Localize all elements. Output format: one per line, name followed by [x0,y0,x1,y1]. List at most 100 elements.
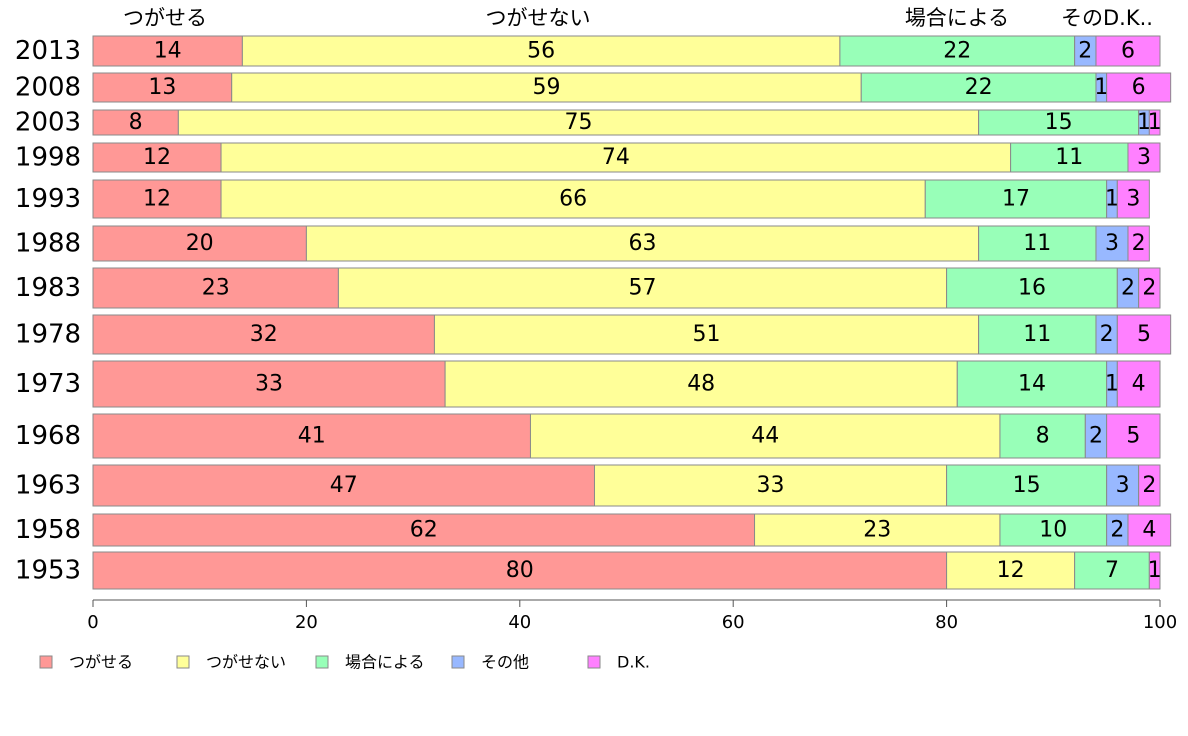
category-header-0: つがせる [123,6,207,30]
data-label: 62 [410,518,438,543]
data-label: 48 [687,372,715,397]
data-label: 3 [1105,231,1119,256]
data-label: 5 [1126,424,1140,449]
data-label: 8 [1036,424,1050,449]
bar-segment-series-1 [433,314,980,355]
year-label: 2003 [15,108,81,138]
legend-item-series-1: つがせない [176,653,286,672]
data-label: 16 [1018,276,1046,301]
legend-swatch [39,655,53,669]
x-tick-label: 40 [508,612,531,633]
bar-segment-series-0 [92,179,222,219]
data-label: 75 [564,110,592,135]
data-label: 15 [1013,473,1041,498]
bar-row-1998: 1998 12 74 11 3 [15,142,1161,173]
data-label: 4 [1132,372,1146,397]
bar-row-2003: 2003 8 75 15 11 [15,108,1162,138]
data-label: 10 [1039,518,1067,543]
bar-segment-series-0 [92,72,233,103]
x-tick-label: 0 [87,612,98,633]
bar-segment-series-1 [337,267,948,309]
bar-segment-series-1 [177,109,980,136]
x-tick-label: 60 [722,612,745,633]
data-label: 13 [148,75,176,100]
data-label: 33 [255,372,283,397]
legend-swatch [176,655,190,669]
data-label: 2 [1142,473,1156,498]
data-label: 59 [532,75,560,100]
legend-label: その他 [481,653,529,672]
bar-segment-series-2 [839,35,1076,67]
x-tick-label: 80 [935,612,958,633]
bar-segment-series-2 [1010,142,1129,173]
data-label: 22 [943,39,971,64]
data-label: 14 [1018,372,1046,397]
bar-segment-series-0 [92,142,222,173]
x-tick-label: 100 [1143,612,1177,633]
year-label: 1953 [15,556,81,586]
year-label: 1958 [15,515,81,545]
data-label: 2 [1132,231,1146,256]
legend-label: つがせる [69,653,133,672]
data-label: 41 [298,424,326,449]
data-label: 1 [1148,110,1162,135]
legend-label: つがせない [206,653,286,672]
data-label: 2 [1078,39,1092,64]
bar-segment-d-k [1127,513,1172,547]
data-label: 1 [1094,75,1108,100]
bar-row-1978: 1978 32 51 11 2 5 [15,314,1172,355]
legend-swatch [587,655,601,669]
data-label: 3 [1116,473,1130,498]
data-label: 6 [1132,75,1146,100]
year-label: 1968 [15,421,81,451]
legend-item-series-2: 場合による [315,653,425,672]
data-label: 74 [602,145,630,170]
data-label: 23 [202,276,230,301]
data-label: 2 [1110,518,1124,543]
year-label: 1973 [15,369,81,399]
category-header-group: つがせる つがせない 場合による そのD.K.. [123,6,1153,30]
data-label: 12 [997,558,1025,583]
data-label: 51 [693,322,721,347]
bar-segment-series-2 [946,464,1108,507]
bar-segment-d-k [1095,35,1161,67]
bar-segment-series-0 [92,513,756,547]
bar-row-1953: 1953 80 12 7 1 [15,551,1162,590]
data-label: 14 [154,39,182,64]
data-label: 7 [1105,558,1119,583]
bar-segment-d-k [1138,464,1161,507]
bar-row-2008: 2008 13 59 22 1 6 [15,72,1172,103]
bar-segment-series-1 [529,413,1001,459]
bar-segment-d-k [1148,109,1161,136]
bar-segment-series-0 [92,413,531,459]
data-label: 20 [186,231,214,256]
data-label: 1 [1137,110,1151,135]
data-label: 44 [751,424,779,449]
year-label: 1993 [15,184,81,214]
bar-segment-series-0 [92,35,243,67]
data-label: 11 [1023,231,1051,256]
bar-segment-d-k [1127,225,1150,262]
data-label: 17 [1002,187,1030,212]
bar-segment-series-0 [92,314,435,355]
bar-segment-d-k [1116,314,1172,355]
data-label: 23 [863,518,891,543]
bar-segment-series-0 [92,464,595,507]
bar-segment-series-0 [92,109,179,136]
year-label: 2013 [15,36,81,66]
data-label: 2 [1089,424,1103,449]
x-tick-label: 20 [295,612,318,633]
year-label: 1988 [15,229,81,259]
bar-segment-series-0 [92,360,446,408]
legend-item-series-0: つがせる [39,653,133,672]
data-label: 80 [506,558,534,583]
data-label: 32 [250,322,278,347]
bar-segment-series-2 [946,267,1118,309]
bar-segment-series-0 [92,551,948,590]
bar-row-1993: 1993 12 66 17 1 3 [15,179,1150,219]
bar-segment-series-2 [956,360,1108,408]
data-label: 57 [629,276,657,301]
category-header-3: そのD.K.. [1061,6,1153,30]
bar-segment-series-2 [978,109,1140,136]
